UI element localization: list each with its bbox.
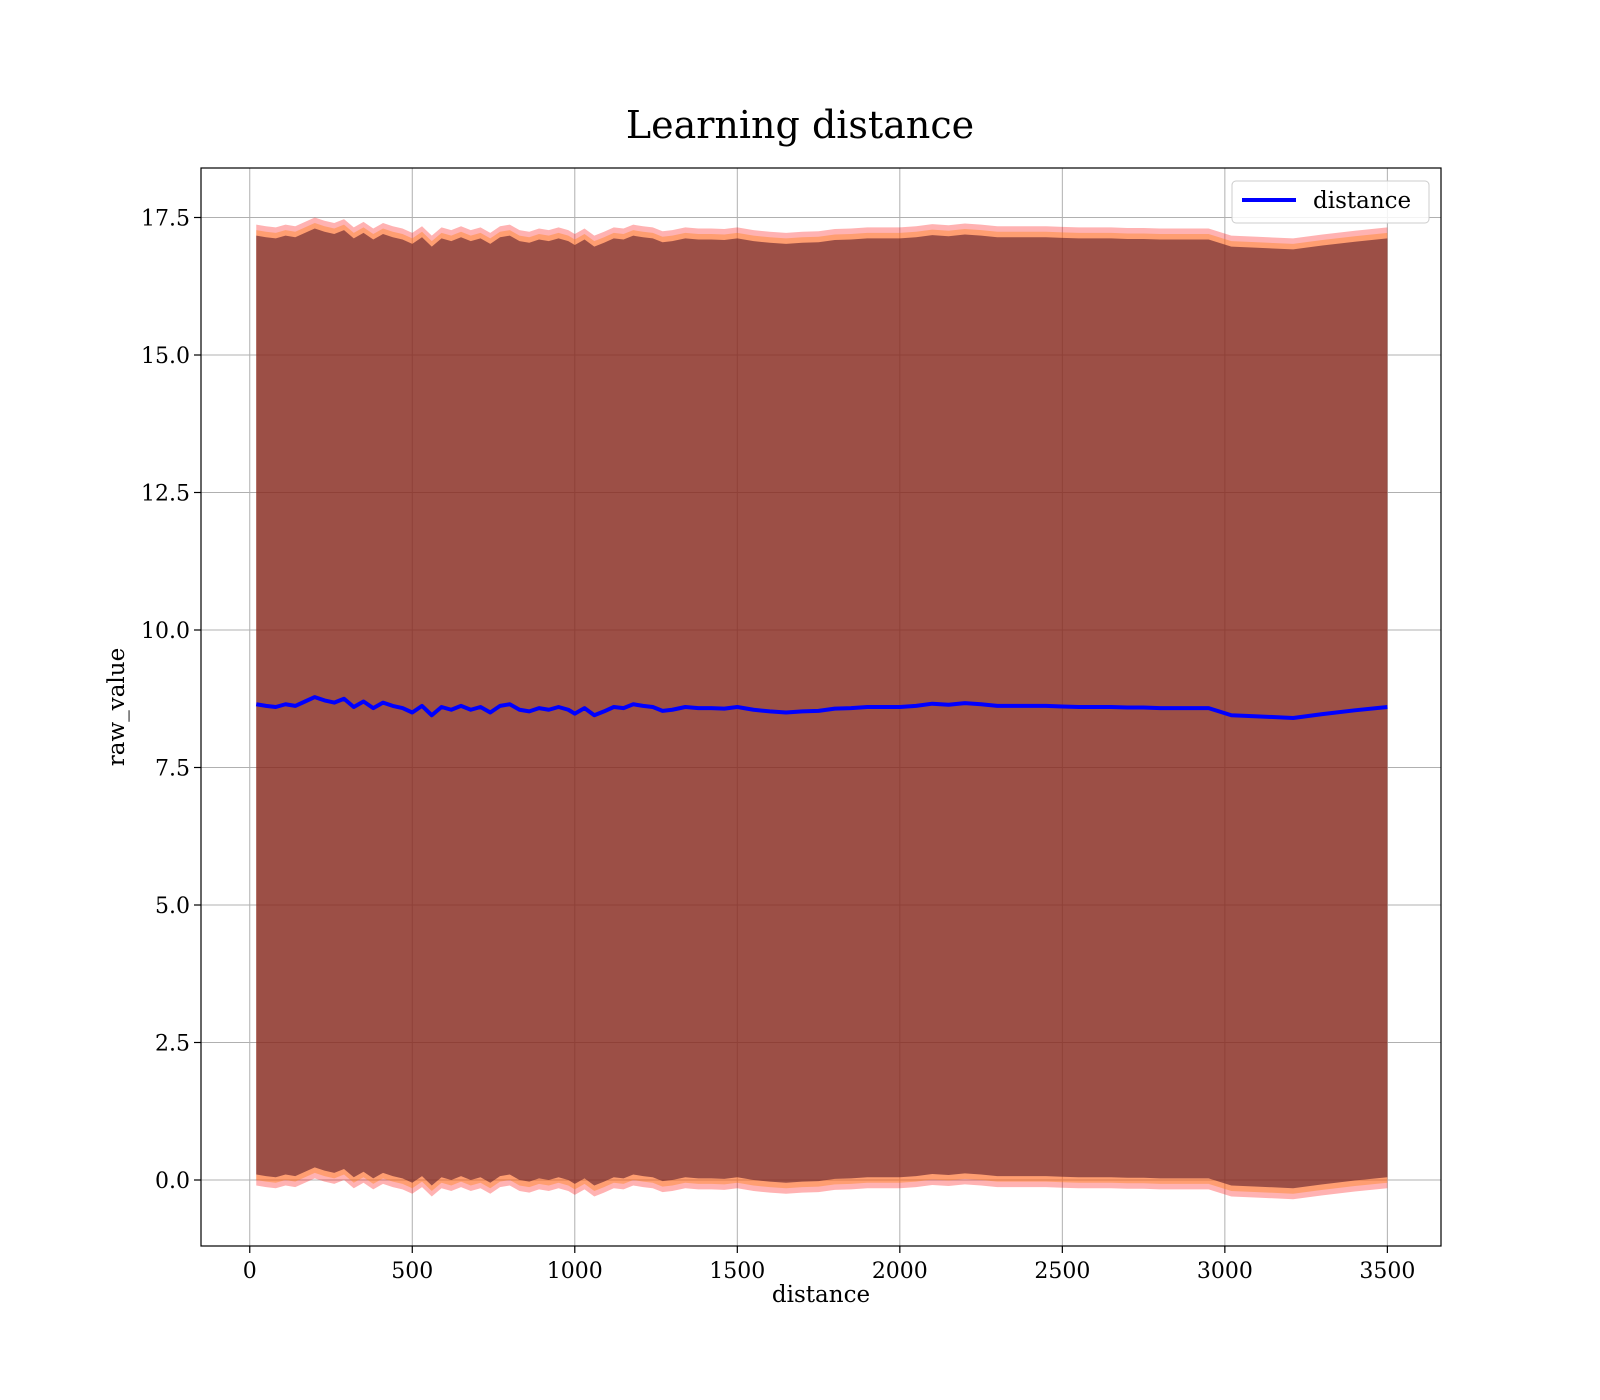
series-line-distance — [255, 695, 1388, 720]
y-tick-label: 17.5 — [141, 207, 190, 232]
y-tick-label: 15.0 — [141, 344, 190, 369]
y-tick-label: 0.0 — [155, 1169, 190, 1194]
legend-box — [1231, 180, 1430, 224]
chart-title: Learning distance — [626, 103, 974, 147]
y-axis-label: raw_value — [104, 648, 130, 766]
x-tick-label: 3000 — [1197, 1259, 1253, 1284]
series-layer — [255, 695, 1388, 720]
legend: distance — [1231, 180, 1430, 224]
x-tick-label: 500 — [391, 1259, 433, 1284]
x-axis: 0 500 1000 1500 2000 2500 3000 3500 — [243, 1246, 1415, 1284]
y-axis: 0.0 2.5 5.0 7.5 10.0 12.5 15.0 17.5 — [141, 207, 201, 1194]
band-inner — [256, 228, 1388, 1189]
band-layer — [256, 217, 1388, 1200]
y-tick-label: 10.0 — [141, 619, 190, 644]
x-tick-label: 1000 — [547, 1259, 603, 1284]
x-tick-label: 2000 — [872, 1259, 928, 1284]
x-tick-label: 1500 — [709, 1259, 765, 1284]
legend-label-distance: distance — [1313, 188, 1411, 214]
plot-frame — [200, 167, 1442, 1247]
y-tick-label: 7.5 — [155, 757, 190, 782]
y-tick-label: 5.0 — [155, 894, 190, 919]
x-tick-label: 0 — [243, 1259, 257, 1284]
x-tick-label: 2500 — [1034, 1259, 1090, 1284]
x-axis-label: distance — [772, 1282, 870, 1308]
y-tick-label: 2.5 — [155, 1032, 190, 1057]
x-tick-label: 3500 — [1359, 1259, 1415, 1284]
y-tick-label: 12.5 — [141, 482, 190, 507]
